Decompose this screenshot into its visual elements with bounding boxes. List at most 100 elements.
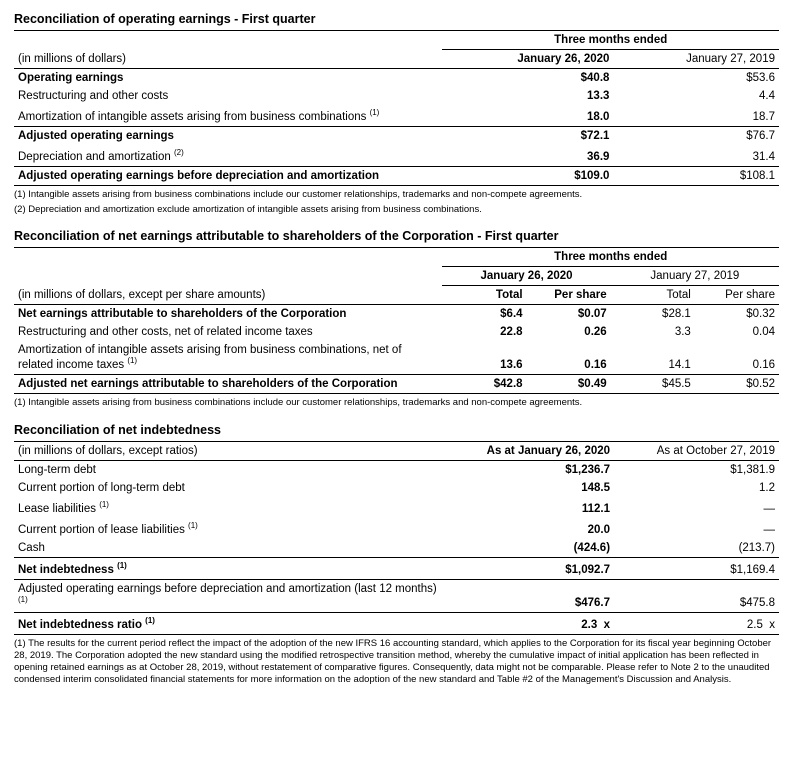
table1: Three months ended (in millions of dolla… [14,30,779,186]
footnote: (1) Intangible assets arising from busin… [14,397,779,409]
table-row: Net indebtedness ratio (1)2.3 x2.5 x [14,613,779,635]
row-label: Net earnings attributable to shareholder… [14,305,442,324]
row-val-a: $109.0 [442,166,613,185]
row-val-b: $76.7 [613,126,779,145]
table-row: Long-term debt$1,236.7$1,381.9 [14,461,779,480]
table-row: Current portion of long-term debt148.51.… [14,479,779,497]
row-a-total: 22.8 [442,323,526,341]
row-a-per: $0.07 [527,305,611,324]
row-b-per: $0.52 [695,375,779,394]
row-val-b: $1,169.4 [614,557,779,579]
table2: Three months ended January 26, 2020 Janu… [14,247,779,394]
row-label: Amortization of intangible assets arisin… [14,341,442,374]
row-val-a: 18.0 [442,105,613,126]
row-val-b: $1,381.9 [614,461,779,480]
table2-col-a: January 26, 2020 [442,267,610,286]
row-b-total: $45.5 [611,375,695,394]
table3-unit-label: (in millions of dollars, except ratios) [14,442,442,461]
table2-sub-per-b: Per share [695,286,779,305]
table-row: Current portion of lease liabilities (1)… [14,518,779,539]
table2-col-b: January 27, 2019 [611,267,779,286]
table3-col-b: As at October 27, 2019 [614,442,779,461]
table-row: Operating earnings$40.8$53.6 [14,69,779,88]
row-b-per: $0.32 [695,305,779,324]
table2-sub-total-a: Total [442,286,526,305]
row-val-a: $1,236.7 [442,461,614,480]
table-row: Adjusted operating earnings$72.1$76.7 [14,126,779,145]
row-a-total: $42.8 [442,375,526,394]
row-val-b: $108.1 [613,166,779,185]
row-a-per: 0.16 [527,341,611,374]
row-label: Long-term debt [14,461,442,480]
row-b-total: 3.3 [611,323,695,341]
row-val-b: — [614,518,779,539]
row-val-a: $40.8 [442,69,613,88]
table-row: Adjusted operating earnings before depre… [14,579,779,613]
row-val-b: $53.6 [613,69,779,88]
row-b-per: 0.04 [695,323,779,341]
table3-col-a: As at January 26, 2020 [442,442,614,461]
table-row: Cash(424.6)(213.7) [14,539,779,558]
row-val-a: (424.6) [442,539,614,558]
row-label: Current portion of lease liabilities (1) [14,518,442,539]
table1-col-a: January 26, 2020 [442,50,613,69]
row-val-a: $1,092.7 [442,557,614,579]
table-row: Adjusted operating earnings before depre… [14,166,779,185]
row-val-a: $72.1 [442,126,613,145]
row-val-a: 112.1 [442,497,614,518]
table1-title: Reconciliation of operating earnings - F… [14,12,779,26]
row-label: Amortization of intangible assets arisin… [14,105,442,126]
row-label: Lease liabilities (1) [14,497,442,518]
footnote: (1) Intangible assets arising from busin… [14,189,779,201]
row-label: Adjusted operating earnings before depre… [14,166,442,185]
row-label: Operating earnings [14,69,442,88]
table3: (in millions of dollars, except ratios) … [14,441,779,635]
table-row: Lease liabilities (1)112.1— [14,497,779,518]
row-label: Adjusted net earnings attributable to sh… [14,375,442,394]
row-a-per: $0.49 [527,375,611,394]
table-row: Adjusted net earnings attributable to sh… [14,375,779,394]
row-label: Net indebtedness (1) [14,557,442,579]
row-b-per: 0.16 [695,341,779,374]
row-val-a: 20.0 [442,518,614,539]
row-label: Net indebtedness ratio (1) [14,613,442,635]
row-a-per: 0.26 [527,323,611,341]
table1-period-header: Three months ended [442,31,779,50]
row-label: Adjusted operating earnings [14,126,442,145]
row-label: Cash [14,539,442,558]
row-val-a: 36.9 [442,145,613,166]
table-row: Depreciation and amortization (2)36.931.… [14,145,779,166]
row-val-b: 31.4 [613,145,779,166]
row-label: Restructuring and other costs [14,87,442,105]
row-val-b: 2.5 x [614,613,779,635]
table-row: Restructuring and other costs, net of re… [14,323,779,341]
row-val-b: 18.7 [613,105,779,126]
row-a-total: 13.6 [442,341,526,374]
table-row: Restructuring and other costs13.34.4 [14,87,779,105]
table-row: Net earnings attributable to shareholder… [14,305,779,324]
footnote: (2) Depreciation and amortization exclud… [14,204,779,216]
table2-sub-per-a: Per share [527,286,611,305]
row-a-total: $6.4 [442,305,526,324]
table-row: Amortization of intangible assets arisin… [14,341,779,374]
row-label: Current portion of long-term debt [14,479,442,497]
table1-col-b: January 27, 2019 [613,50,779,69]
table2-unit-label: (in millions of dollars, except per shar… [14,286,442,305]
row-label: Adjusted operating earnings before depre… [14,579,442,613]
table2-period-header: Three months ended [442,248,779,267]
table-row: Amortization of intangible assets arisin… [14,105,779,126]
table2-title: Reconciliation of net earnings attributa… [14,229,779,243]
table-row: Net indebtedness (1)$1,092.7$1,169.4 [14,557,779,579]
row-val-a: 148.5 [442,479,614,497]
row-b-total: 14.1 [611,341,695,374]
row-val-b: $475.8 [614,579,779,613]
row-val-a: $476.7 [442,579,614,613]
row-val-b: (213.7) [614,539,779,558]
row-val-a: 13.3 [442,87,613,105]
row-b-total: $28.1 [611,305,695,324]
footnote: (1) The results for the current period r… [14,638,779,686]
row-label: Depreciation and amortization (2) [14,145,442,166]
table3-title: Reconciliation of net indebtedness [14,423,779,437]
row-label: Restructuring and other costs, net of re… [14,323,442,341]
row-val-b: 4.4 [613,87,779,105]
